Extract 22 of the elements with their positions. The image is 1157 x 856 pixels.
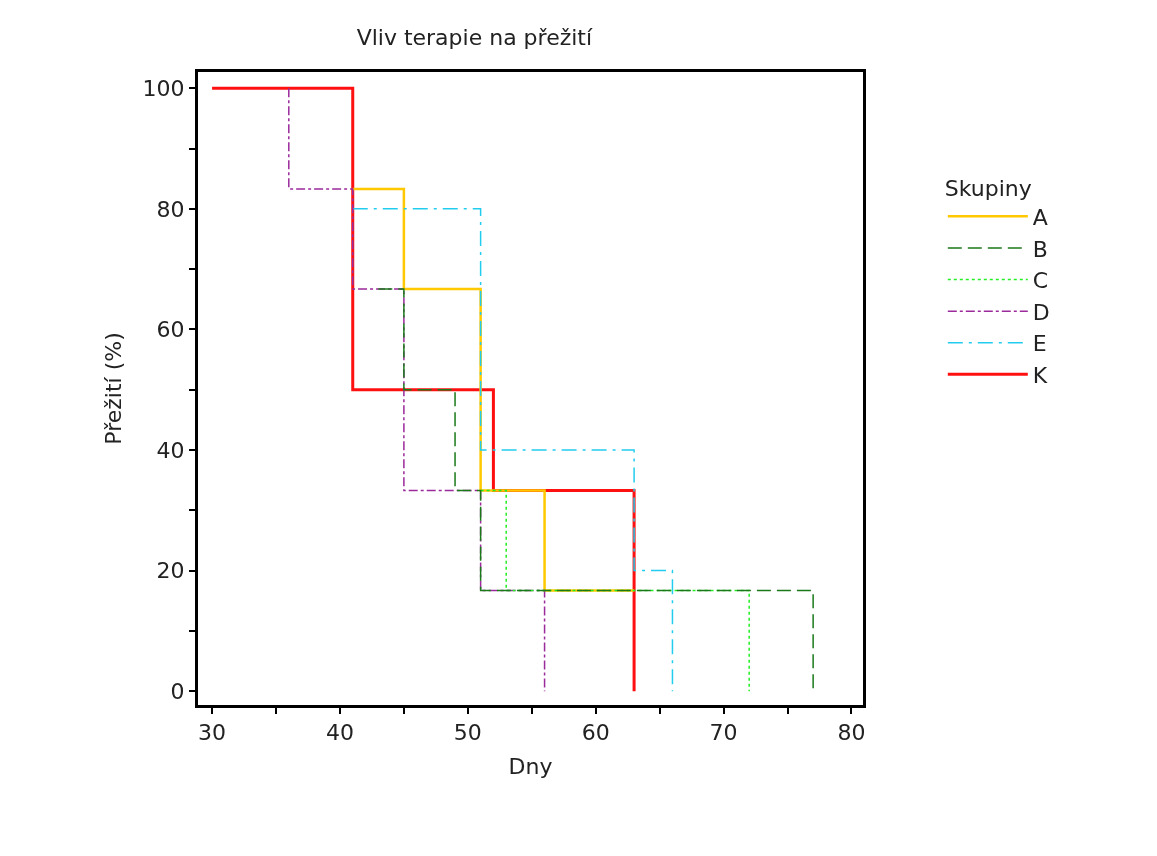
legend-label: E [1032,331,1047,357]
x-tick-label: 70 [709,720,738,746]
x-tick-label: 60 [581,720,610,746]
x-tick-label: 50 [453,720,482,746]
y-tick-label: 20 [156,558,185,584]
legend-label: D [1032,299,1050,325]
y-tick-label: 0 [170,678,185,704]
x-tick-label: 40 [325,720,354,746]
y-tick-label: 80 [156,196,185,222]
legend-label: B [1032,236,1048,262]
legend-title: Skupiny [944,175,1032,201]
legend-label: K [1032,362,1048,388]
y-tick-label: 40 [156,437,185,463]
y-tick-label: 60 [156,317,185,343]
y-axis-title: Přežití (%) [101,332,127,445]
y-tick-label: 100 [142,75,185,101]
legend-label: A [1032,204,1048,230]
chart-title: Vliv terapie na přežití [356,25,593,51]
legend-label: C [1032,268,1049,294]
x-tick-label: 80 [837,720,866,746]
x-tick-label: 30 [198,720,227,746]
x-axis-title: Dny [508,754,553,780]
